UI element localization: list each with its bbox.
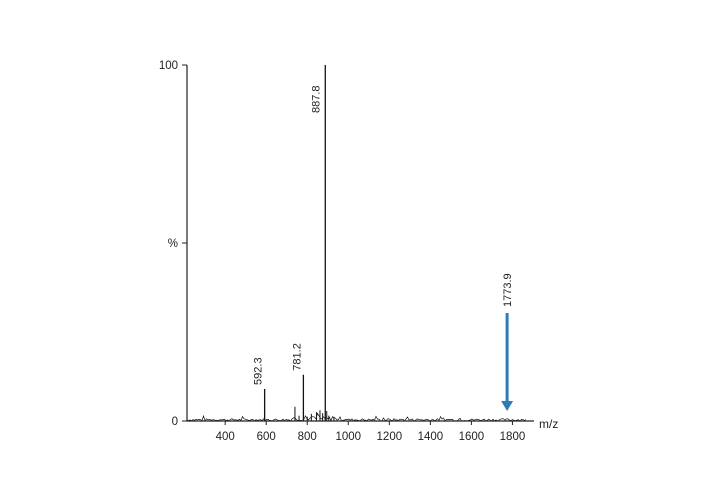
y-tick-label: % bbox=[168, 238, 178, 250]
x-ticks: 400 600 800 1000 1200 1400 1600 1800 bbox=[216, 421, 526, 443]
minor-peaks bbox=[294, 406, 335, 421]
x-tick-label: 1600 bbox=[459, 431, 485, 443]
annotation-label: 1773.9 bbox=[502, 273, 514, 307]
x-tick-label: 1400 bbox=[418, 431, 444, 443]
peak-label: 781.2 bbox=[291, 343, 303, 371]
x-tick-label: 600 bbox=[257, 431, 276, 443]
y-ticks: 0% 100 bbox=[159, 60, 187, 428]
x-tick-label: 800 bbox=[298, 431, 317, 443]
y-tick-label: 100 bbox=[159, 60, 178, 72]
annotation-arrow-head bbox=[501, 401, 514, 411]
annotation-arrow-group: 1773.9 bbox=[501, 273, 514, 411]
x-tick-label: 1200 bbox=[377, 431, 403, 443]
labeled-peaks: 592.3 781.2 887.8 bbox=[253, 65, 326, 421]
baseline-noise bbox=[186, 412, 527, 422]
x-axis-label: m/z bbox=[539, 417, 558, 431]
peak-label: 592.3 bbox=[253, 357, 265, 385]
x-tick-label: 400 bbox=[216, 431, 235, 443]
noise-trace bbox=[186, 412, 527, 422]
peak-label: 887.8 bbox=[310, 85, 322, 113]
axes bbox=[186, 65, 534, 422]
x-tick-label: 1000 bbox=[335, 431, 361, 443]
y-tick-label: 0 bbox=[172, 416, 178, 428]
x-tick-label: 1800 bbox=[500, 431, 526, 443]
